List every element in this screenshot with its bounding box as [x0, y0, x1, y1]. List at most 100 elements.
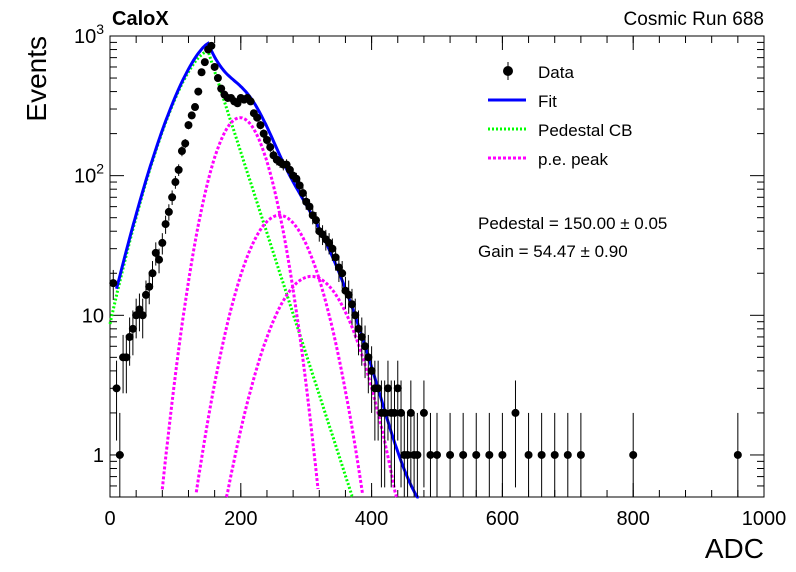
legend-item-pedestal: Pedestal CB: [488, 121, 633, 140]
data-point: [168, 190, 177, 206]
x-tick-label: 400: [355, 508, 388, 530]
run-label: Cosmic Run 688: [624, 9, 764, 30]
data-marker: [485, 450, 494, 459]
data-marker: [390, 408, 399, 417]
legend-item-fit: Fit: [488, 92, 557, 111]
data-point: [213, 74, 222, 83]
legend-pe-peak-label: p.e. peak: [538, 150, 608, 169]
pe-peak-curve: [160, 116, 320, 490]
legend: Data Fit Pedestal CB p.e. peak: [488, 62, 633, 169]
data-marker: [298, 189, 307, 198]
data-marker: [262, 136, 271, 145]
data-point: [151, 242, 160, 266]
data-marker: [426, 450, 435, 459]
x-tick-label: 600: [486, 508, 519, 530]
data-marker: [629, 450, 638, 459]
data-point: [351, 298, 360, 339]
x-axis-label: ADC: [705, 533, 764, 564]
data-point: [200, 58, 209, 67]
data-marker: [207, 41, 216, 50]
legend-item-pe-peak: p.e. peak: [488, 150, 608, 169]
data-point: [563, 412, 572, 497]
y-tick-label: 1: [93, 445, 104, 467]
x-tick-label: 1000: [742, 508, 787, 530]
data-marker: [161, 220, 170, 229]
data-point: [524, 412, 533, 497]
data-point: [177, 146, 186, 157]
data-marker: [328, 244, 337, 253]
data-point: [383, 360, 392, 441]
data-marker: [197, 68, 206, 77]
data-point: [459, 412, 468, 497]
data-point: [419, 380, 428, 488]
data-marker: [433, 450, 441, 459]
experiment-label: CaloX: [112, 8, 169, 30]
data-marker: [419, 408, 428, 417]
data-point: [347, 288, 356, 325]
data-point: [361, 325, 370, 379]
data-marker: [148, 269, 157, 278]
data-marker: [354, 324, 363, 333]
data-marker: [537, 450, 546, 459]
data-marker: [347, 300, 356, 309]
data-point: [354, 310, 363, 356]
data-point: [576, 412, 585, 497]
data-marker: [151, 248, 160, 257]
data-marker: [266, 143, 275, 152]
data-point: [433, 412, 441, 497]
legend-pedestal-label: Pedestal CB: [538, 121, 633, 140]
data-marker: [145, 282, 154, 291]
data-point: [158, 233, 167, 255]
data-marker: [168, 193, 177, 202]
data-marker: [576, 450, 585, 459]
data-point: [403, 412, 412, 497]
data-marker: [158, 238, 167, 247]
data-point: [155, 248, 164, 274]
data-marker: [200, 58, 209, 67]
data-marker: [367, 366, 376, 375]
data-marker: [446, 450, 455, 459]
legend-fit-label: Fit: [538, 92, 557, 111]
data-points: [109, 41, 742, 497]
pe-peak-curve: [194, 213, 364, 494]
data-point: [256, 121, 265, 130]
data-point: [380, 380, 389, 488]
data-point: [161, 215, 170, 234]
data-marker: [459, 450, 468, 459]
data-marker: [374, 384, 383, 393]
data-marker: [498, 450, 507, 459]
data-marker: [187, 111, 196, 120]
data-marker: [177, 147, 186, 156]
data-marker: [141, 290, 150, 299]
data-point: [550, 412, 559, 497]
data-point: [115, 412, 124, 497]
data-point: [112, 360, 121, 441]
data-marker: [138, 311, 147, 320]
x-tick-label: 0: [104, 508, 115, 530]
y-tick-label: 103: [74, 21, 104, 48]
data-marker: [393, 384, 402, 393]
data-marker: [210, 62, 219, 71]
data-point: [446, 412, 455, 497]
data-point: [485, 412, 494, 497]
legend-data-label: Data: [538, 63, 574, 82]
data-point: [207, 41, 216, 50]
x-tick-label: 200: [224, 508, 257, 530]
data-point: [305, 199, 314, 216]
data-point: [210, 62, 219, 71]
fit-pedestal-result: Pedestal = 150.00 ± 0.05: [478, 214, 667, 233]
axes: 0 200 400 600 800 1000 1 10 102 103: [74, 21, 786, 530]
data-marker: [256, 121, 265, 130]
data-marker: [397, 408, 406, 417]
data-marker: [403, 450, 412, 459]
data-point: [191, 103, 200, 112]
data-point: [537, 412, 546, 497]
data-marker: [213, 74, 222, 83]
data-point: [125, 317, 134, 366]
data-point: [145, 273, 154, 305]
data-point: [122, 334, 131, 394]
legend-item-data: Data: [503, 62, 574, 82]
data-marker: [361, 342, 370, 351]
data-point: [128, 310, 137, 356]
data-point: [367, 346, 376, 413]
